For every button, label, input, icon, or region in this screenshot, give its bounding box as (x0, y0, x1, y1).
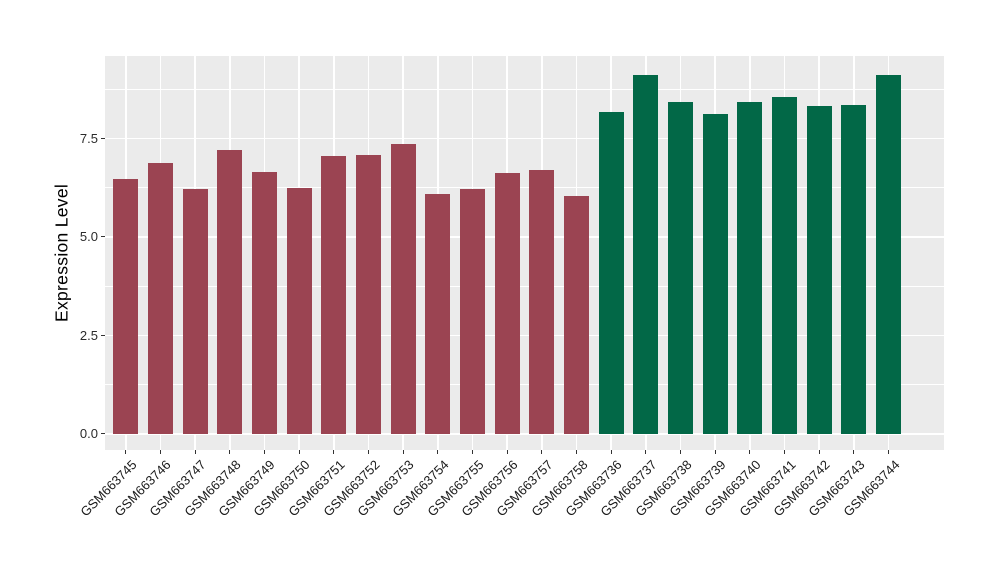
y-tick-label: 5.0 (79, 229, 98, 245)
bar (841, 104, 867, 434)
bar (390, 144, 416, 434)
x-tick-mark (333, 450, 335, 454)
y-tick-mark (100, 236, 105, 238)
x-tick-mark (263, 450, 266, 454)
x-tick-mark (298, 450, 300, 454)
y-tick-mark (100, 137, 105, 139)
bar (251, 172, 277, 434)
y-tick-mark (100, 334, 105, 336)
x-tick-mark (402, 450, 404, 454)
bar (564, 195, 589, 434)
gridline-major (105, 334, 944, 337)
bar (425, 193, 451, 434)
bar (182, 189, 208, 434)
bar (217, 150, 243, 434)
x-tick-mark (159, 450, 162, 454)
bar (737, 102, 763, 434)
bar (702, 113, 728, 434)
bar (633, 74, 659, 434)
y-axis-title: Expression Level (51, 183, 72, 323)
bar (494, 172, 520, 434)
bar (321, 156, 347, 434)
bar (598, 111, 624, 434)
bar (113, 178, 139, 434)
x-tick-mark (367, 450, 370, 454)
gridline-minor (105, 187, 944, 189)
x-tick-mark (541, 450, 543, 454)
x-tick-mark (575, 450, 578, 454)
gridline-major (105, 236, 944, 238)
x-tick-mark (471, 450, 474, 454)
x-tick-mark (229, 450, 231, 454)
gridline-minor (105, 285, 944, 287)
gridline-major (105, 433, 944, 435)
y-tick-mark (100, 433, 105, 435)
y-tick-label: 2.5 (79, 327, 98, 343)
plot-panel (105, 56, 944, 450)
bar (529, 169, 555, 434)
x-tick-mark (818, 450, 820, 454)
gridline-major (105, 137, 944, 140)
y-tick-label: 0.0 (79, 426, 98, 442)
x-tick-mark (437, 450, 439, 454)
gridline-minor (105, 384, 944, 386)
x-tick-mark (679, 450, 682, 454)
x-tick-mark (783, 450, 786, 454)
x-tick-mark (125, 450, 127, 454)
x-tick-mark (645, 450, 647, 454)
gridline-minor (105, 88, 944, 90)
y-tick-label: 7.5 (79, 130, 98, 146)
bar (668, 102, 693, 434)
x-tick-mark (506, 450, 508, 454)
x-tick-mark (749, 450, 751, 454)
bar (356, 154, 381, 434)
bar (147, 163, 173, 434)
bar (460, 189, 485, 434)
x-tick-mark (610, 450, 612, 454)
bar (806, 105, 832, 434)
bar (876, 74, 901, 434)
x-tick-mark (714, 450, 716, 454)
bar (772, 97, 797, 434)
x-tick-mark (194, 450, 196, 454)
bar (286, 188, 312, 434)
x-tick-mark (887, 450, 890, 454)
x-tick-mark (853, 450, 855, 454)
